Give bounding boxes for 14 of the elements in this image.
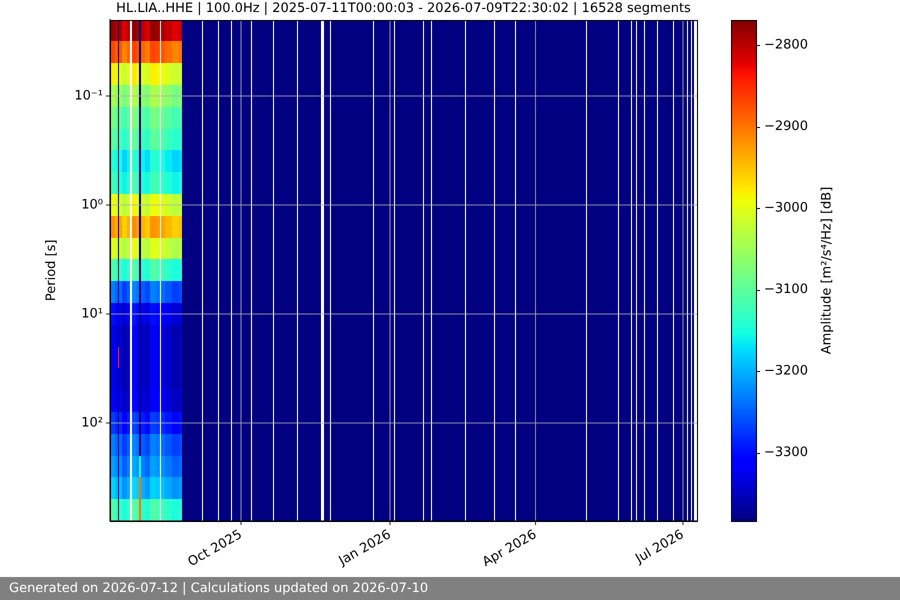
y-tick-label: 10⁰ [81, 197, 103, 212]
color-bar-label: −3200 [764, 363, 808, 378]
y-tick-label: 10² [81, 415, 103, 430]
chart-title: HL.LIA..HHE | 100.0Hz | 2025-07-11T00:00:03 - 2026-07-09T22:30:02 | 16528 segments [116, 1, 692, 16]
y-axis-title: Period [s] [44, 240, 60, 302]
color-bar-label: −3100 [764, 282, 808, 298]
y-tick-label: 10¹ [81, 306, 103, 322]
color-bar-title: Amplitude [m²/s⁴/Hz] [dB] [819, 186, 834, 354]
color-bar-label: −3300 [764, 444, 808, 460]
y-tick-label: 10⁻¹ [74, 88, 103, 104]
color-bar-label: −2900 [764, 119, 808, 134]
color-bar-label: −2800 [764, 38, 808, 53]
color-bar-label: −3000 [764, 200, 808, 216]
footer-banner: Generated on 2026-07-12 | Calculations updated on 2026-07-10 [0, 577, 900, 600]
